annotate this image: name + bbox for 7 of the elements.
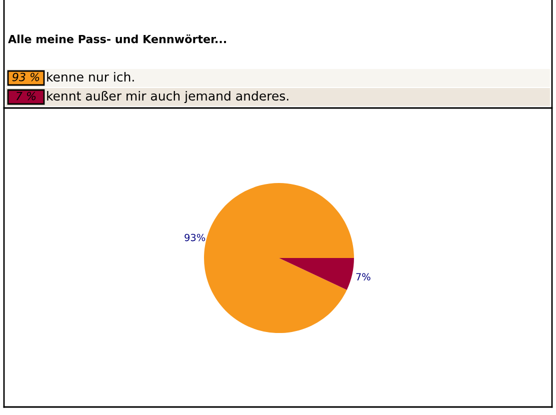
text: 7 %	[16, 92, 36, 100]
chart-title: Alle meine Pass- und Kennwörter...	[8, 34, 226, 44]
legend-label: kennt außer mir auch jemand anderes.	[47, 90, 288, 104]
data-label: 93%	[184, 234, 206, 242]
legend-label: kenne nur ich.	[47, 72, 134, 82]
data-label: 7%	[356, 273, 370, 280]
text: 93 %	[12, 72, 40, 82]
